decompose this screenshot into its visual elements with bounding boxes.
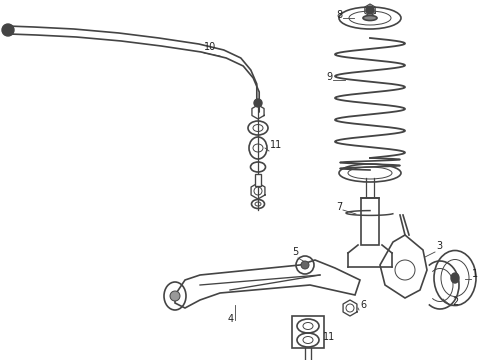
Text: 11: 11 (323, 332, 335, 342)
Circle shape (301, 261, 309, 269)
Ellipse shape (363, 15, 377, 21)
Bar (255, 174, 261, 186)
Circle shape (2, 24, 14, 36)
Text: 10: 10 (204, 42, 216, 52)
Text: 11: 11 (270, 140, 282, 150)
Text: 2: 2 (452, 297, 458, 307)
Bar (361, 198, 379, 245)
Text: 3: 3 (436, 241, 442, 251)
Bar (292, 316, 324, 348)
Text: 7: 7 (336, 202, 342, 212)
Text: 6: 6 (360, 300, 366, 310)
Text: 9: 9 (326, 72, 332, 82)
Text: 8: 8 (336, 10, 342, 20)
Circle shape (366, 6, 374, 14)
Text: 1: 1 (472, 269, 478, 279)
Text: 5: 5 (292, 247, 298, 257)
Circle shape (170, 291, 180, 301)
Ellipse shape (451, 273, 459, 283)
Circle shape (254, 99, 262, 107)
Text: 4: 4 (228, 314, 234, 324)
